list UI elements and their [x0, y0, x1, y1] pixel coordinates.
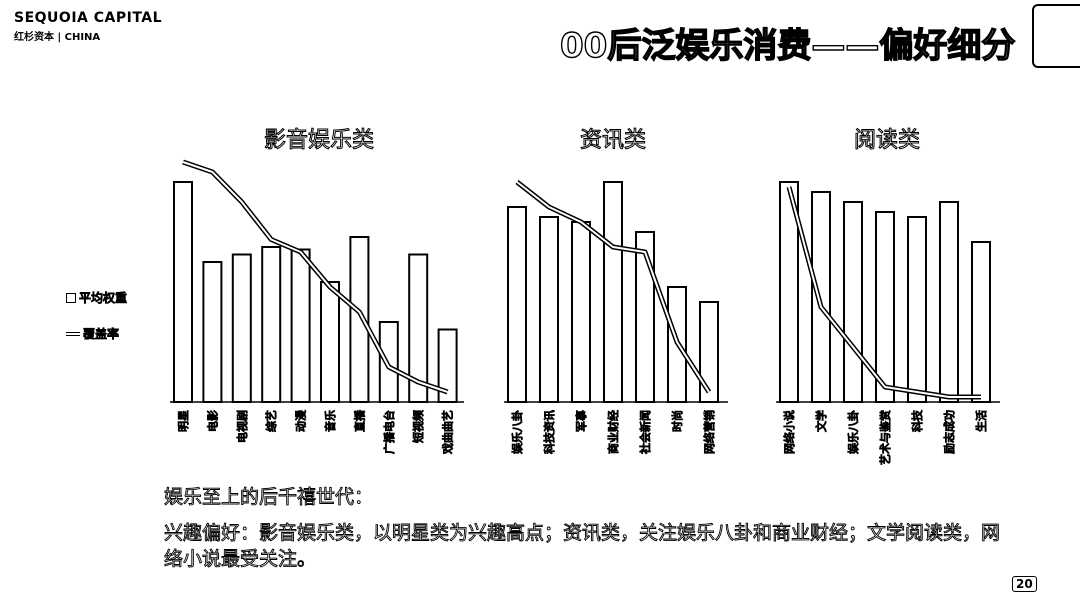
chart-media-bar-4 — [290, 248, 311, 403]
chart-media-xlabel-text-9: 戏曲曲艺 — [441, 410, 455, 455]
chart-reading-xlabel-4: 科技 — [910, 409, 925, 433]
chart-reading-xlabel-1: 文学 — [814, 410, 829, 433]
chart-media-xlabel-4: 动漫 — [293, 409, 308, 433]
chart-news-xlabel-text-2: 军事 — [574, 410, 588, 432]
legend-line-swatch — [66, 331, 80, 336]
chart-news-xlabel-4: 社会新闻 — [638, 410, 653, 456]
legend-bar-swatch — [66, 292, 76, 303]
chart-media-bar-6 — [349, 236, 370, 403]
chart-media-bar-9 — [437, 328, 458, 403]
chart-media-bar-5 — [320, 281, 340, 403]
chart-reading-xlabel-text-5: 励志成功 — [942, 410, 956, 454]
chart-reading-xlabel-text-2: 娱乐八卦 — [846, 410, 860, 454]
chart-media-xlabel-8: 短视频 — [411, 410, 426, 444]
caption-body: 兴趣偏好：影音娱乐类，以明星类为兴趣高点；资讯类，关注娱乐八卦和商业财经；文学阅… — [164, 522, 1001, 571]
logo-main-text: SEQUOIA CAPITAL — [14, 10, 163, 26]
chart-media-bar-0 — [173, 181, 193, 403]
chart-media-xlabel-text-2: 电视剧 — [235, 410, 249, 443]
chart-media-xlabel-9: 戏曲曲艺 — [440, 410, 455, 456]
chart-reading-xlabel-text-0: 网络小说 — [782, 410, 796, 454]
chart-media-line-outer — [182, 159, 449, 395]
chart-media-xlabel-5: 音乐 — [323, 410, 338, 433]
chart-media-xlabel-text-7: 广播电台 — [382, 410, 396, 454]
chart-media-xlabel-text-4: 动漫 — [294, 409, 308, 432]
chart-media-xlabel-text-5: 音乐 — [323, 410, 337, 432]
chart-news-bar-2 — [571, 221, 591, 403]
chart-media-bar-2 — [231, 253, 252, 403]
chart-reading-bar-0 — [779, 181, 799, 403]
chart-news-xlabel-text-5: 时尚 — [670, 410, 684, 432]
corner-decoration — [1032, 4, 1080, 68]
chart-reading-xlabel-3: 艺术与鉴赏 — [878, 410, 893, 466]
chart-news-xlabel-text-4: 社会新闻 — [638, 410, 652, 455]
chart-reading-xlabel-0: 网络小说 — [782, 410, 797, 455]
chart-media-xlabel-7: 广播电台 — [381, 410, 396, 455]
chart-title-reading: 阅读类 — [853, 128, 921, 154]
chart-news-bar-3 — [603, 181, 623, 403]
sequoia-logo: SEQUOIA CAPITAL 红杉资本 | CHINA — [14, 10, 162, 43]
chart-media-xlabel-2: 电视剧 — [235, 410, 250, 444]
chart-media-xlabel-text-3: 综艺 — [264, 410, 278, 432]
chart-media-xlabel-1: 电影 — [205, 410, 220, 433]
chart-reading-bar-1 — [811, 191, 831, 403]
chart-reading-xlabel-text-4: 科技 — [910, 409, 924, 432]
chart-media-xlabel-6: 直播 — [352, 409, 367, 433]
caption-heading: 娱乐至上的后千禧世代： — [164, 486, 374, 509]
chart-media-xlabel-text-6: 直播 — [352, 409, 366, 432]
chart-reading-bar-5 — [939, 201, 959, 403]
chart-news-bar-6 — [699, 301, 719, 403]
chart-news-xlabel-1: 科技资讯 — [542, 410, 557, 455]
chart-media-bar-3 — [261, 246, 282, 403]
chart-reading-line-inner — [788, 186, 981, 398]
chart-news-xlabel-text-3: 商业财经 — [606, 410, 620, 454]
legend-bar: 平均权重 — [66, 289, 127, 306]
chart-media-bar-8 — [408, 253, 429, 403]
chart-title-media: 影音娱乐类 — [263, 128, 375, 154]
chart-reading-xlabel-2: 娱乐八卦 — [846, 410, 861, 455]
chart-news-line-inner — [516, 181, 710, 393]
legend-line: 覆盖率 — [66, 325, 119, 342]
chart-reading-xlabel-6: 生活 — [974, 410, 989, 433]
chart-reading-bar-4 — [907, 216, 927, 403]
chart-media-xlabel-text-1: 电影 — [205, 410, 219, 432]
chart-news-xlabel-text-6: 网络营销 — [702, 410, 716, 454]
legend-bar-label: 平均权重 — [79, 291, 128, 306]
chart-news-xlabel-text-0: 娱乐八卦 — [510, 410, 524, 454]
chart-media-line-inner — [182, 161, 448, 393]
chart-media-bar-1 — [202, 261, 223, 403]
legend-line-label: 覆盖率 — [83, 327, 120, 342]
chart-media-xlabel-0: 明星 — [177, 410, 191, 433]
chart-news-xlabel-3: 商业财经 — [606, 410, 621, 455]
chart-news-xlabel-0: 娱乐八卦 — [510, 410, 525, 455]
chart-media-xlabel-text-8: 短视频 — [411, 410, 425, 443]
chart-reading-xlabel-text-3: 艺术与鉴赏 — [878, 410, 892, 465]
page-title: 00后泛娱乐消费——偏好细分 — [559, 25, 1016, 66]
chart-reading-xlabel-text-6: 生活 — [974, 410, 988, 432]
chart-reading-bar-6 — [971, 241, 991, 403]
chart-news-bar-0 — [507, 206, 527, 403]
chart-news-bar-4 — [635, 231, 655, 403]
chart-reading-xlabel-5: 励志成功 — [942, 410, 957, 455]
page-number: 20 — [1012, 576, 1037, 592]
logo-sub-text: 红杉资本 | CHINA — [14, 32, 101, 43]
chart-media-xlabel-text-0: 明星 — [177, 410, 190, 432]
chart-media-xlabel-3: 综艺 — [264, 410, 279, 433]
chart-news-xlabel-text-1: 科技资讯 — [542, 410, 556, 454]
chart-reading-xlabel-text-1: 文学 — [814, 410, 828, 432]
chart-title-news: 资讯类 — [579, 128, 647, 154]
chart-news-xlabel-6: 网络营销 — [702, 410, 717, 455]
chart-news-xlabel-2: 军事 — [574, 410, 589, 433]
chart-reading-bar-2 — [843, 201, 863, 403]
chart-news-xlabel-5: 时尚 — [670, 410, 685, 433]
chart-reading-bar-3 — [875, 211, 895, 403]
chart-news-bar-1 — [539, 216, 559, 403]
